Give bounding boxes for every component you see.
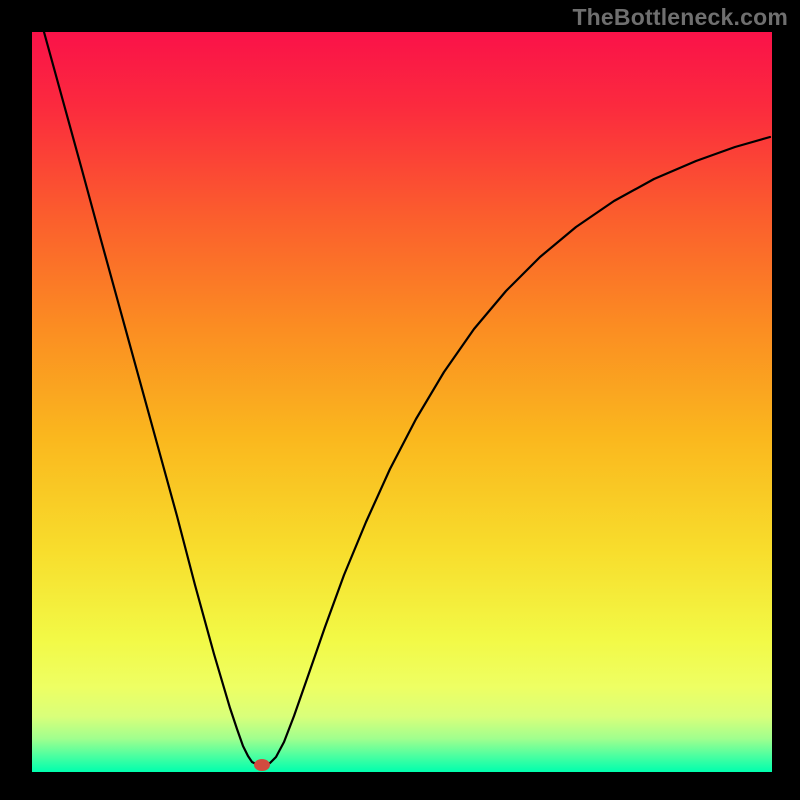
- optimal-point-marker: [254, 759, 270, 771]
- chart-frame: { "watermark": "TheBottleneck.com", "cha…: [0, 0, 800, 800]
- gradient-background: [32, 32, 772, 772]
- watermark-text: TheBottleneck.com: [572, 4, 788, 31]
- bottleneck-chart: [0, 0, 800, 800]
